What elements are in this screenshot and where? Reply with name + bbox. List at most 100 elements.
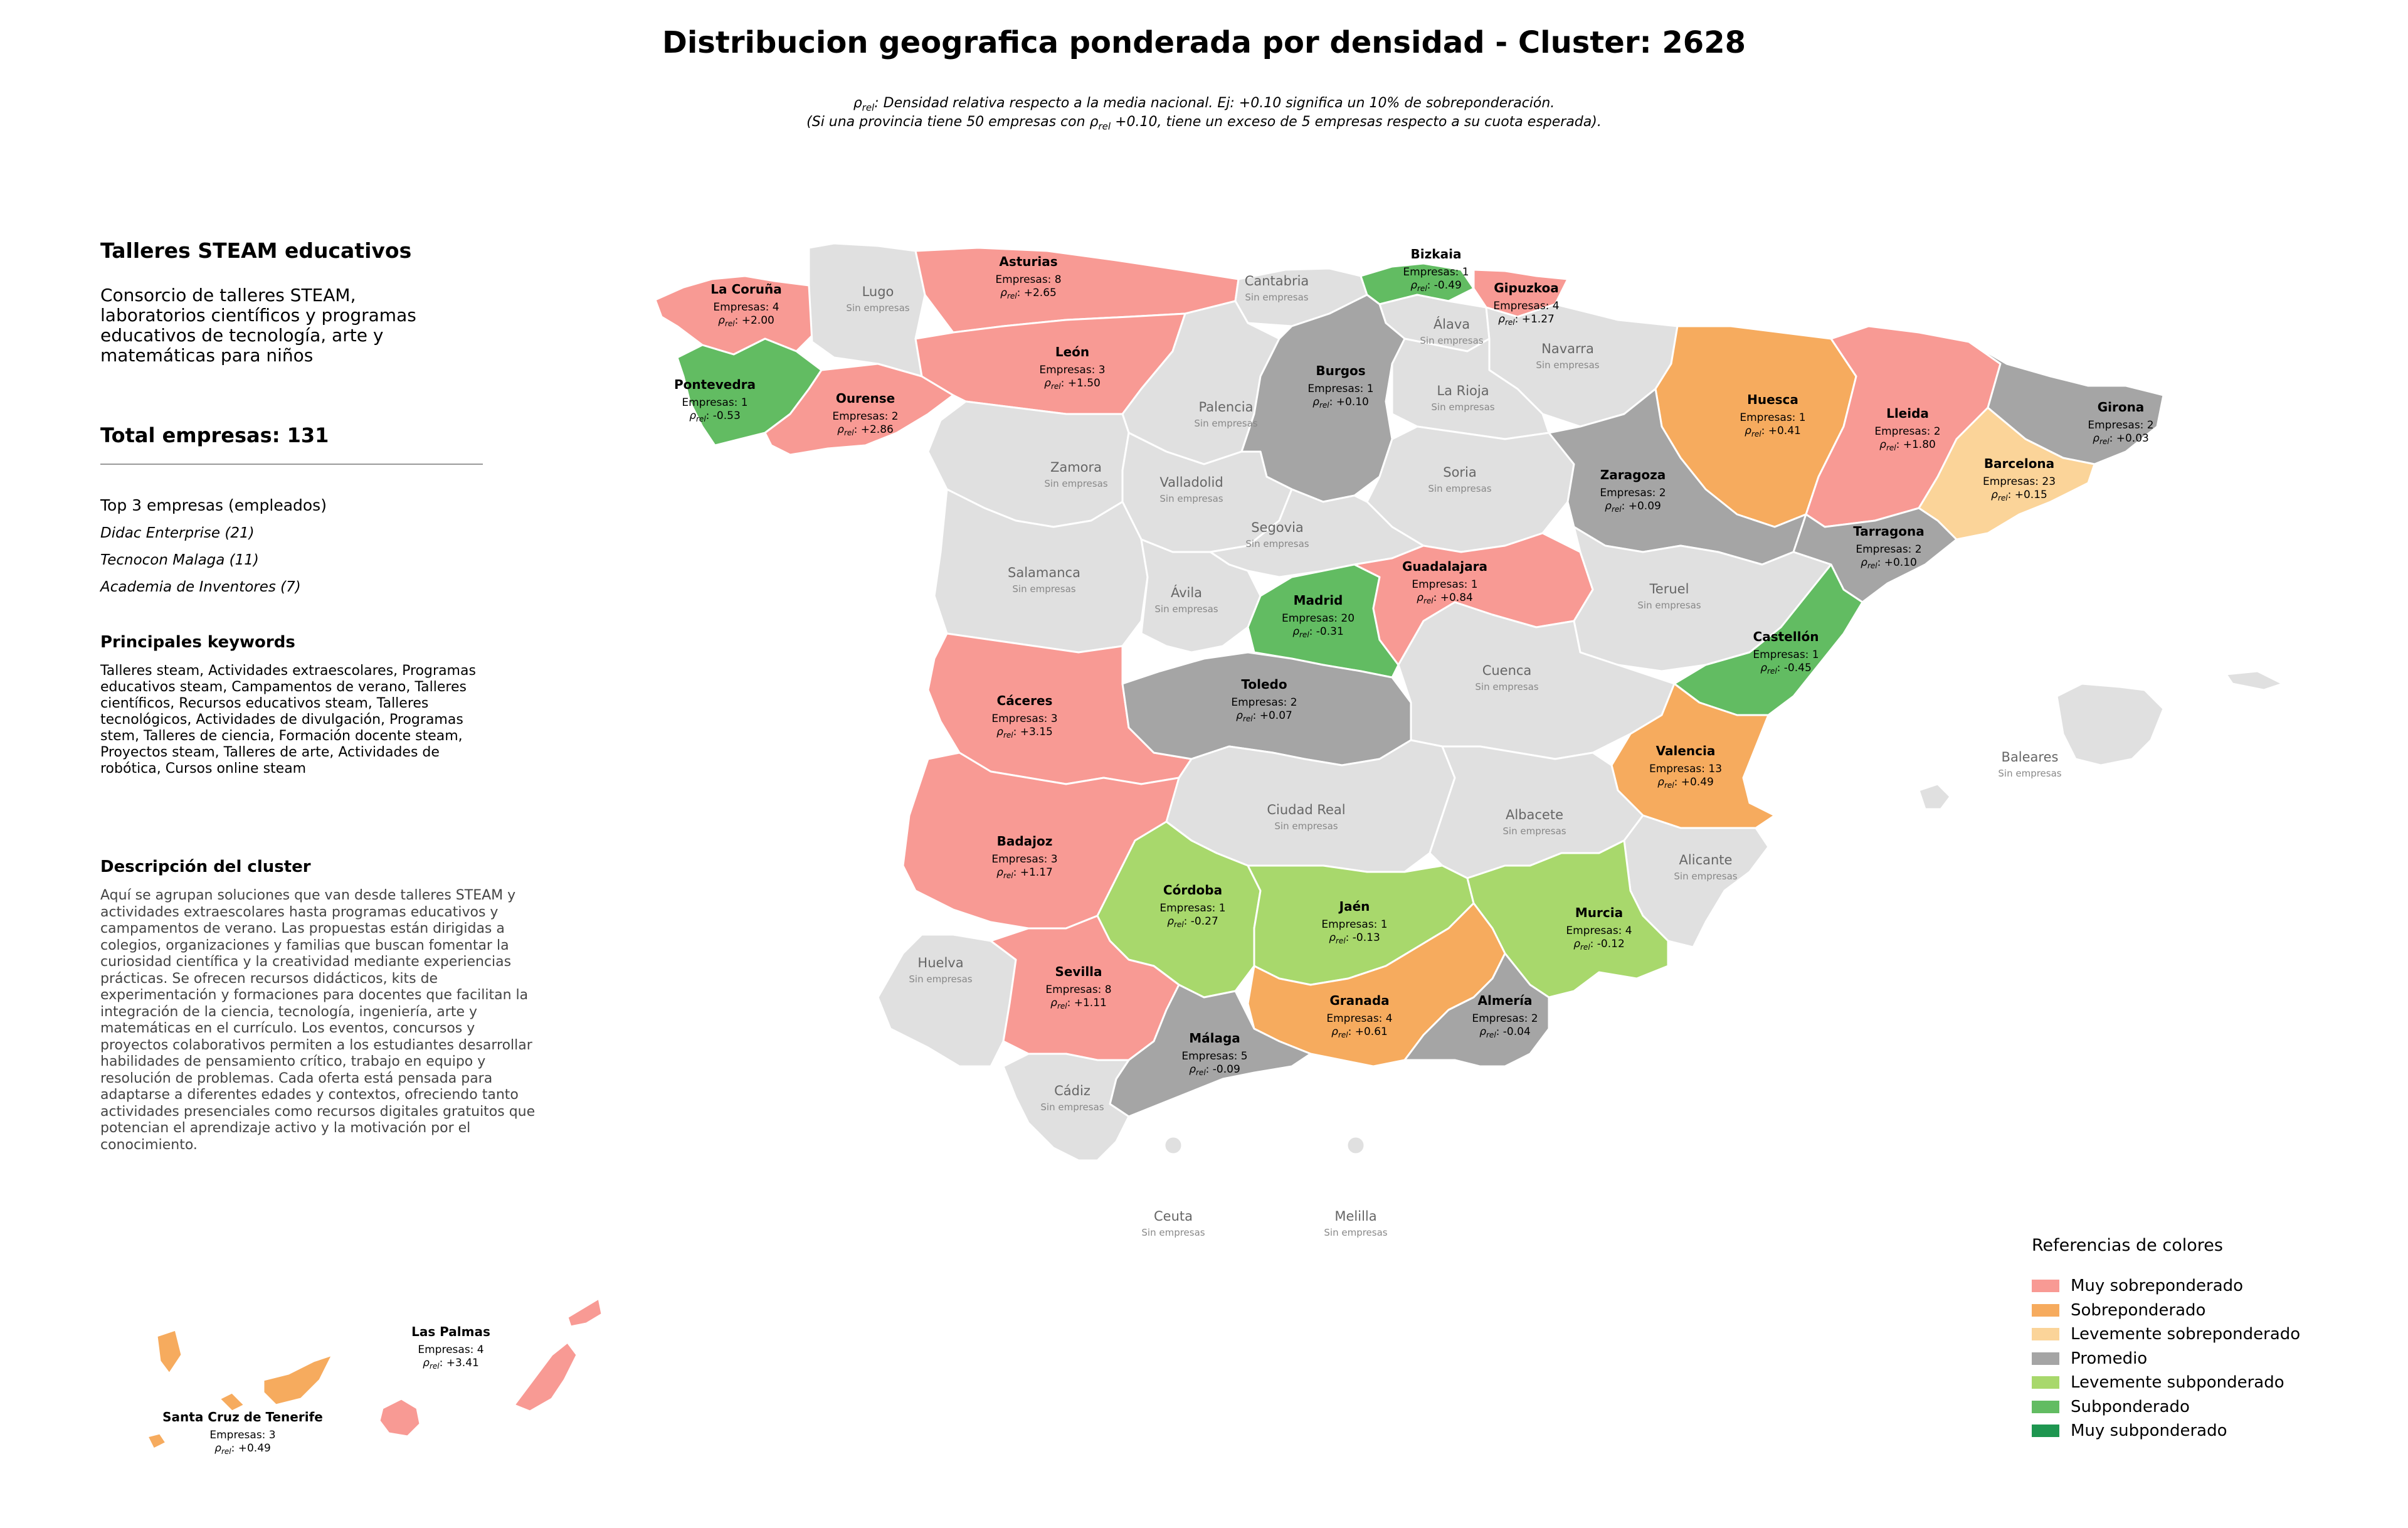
province-baleares-part1 [1918, 783, 1951, 810]
province-coruna [654, 275, 816, 356]
province-rho-valencia: ρrel: +0.49 [1657, 776, 1714, 790]
province-count-valencia: Empresas: 13 [1649, 763, 1722, 775]
province-rho-pontevedra: ρrel: -0.53 [689, 410, 741, 423]
legend-swatch [2032, 1280, 2059, 1293]
top-company-2: Tecnocon Malaga (11) [100, 552, 259, 568]
province-count-jaen: Empresas: 1 [1321, 918, 1387, 931]
province-name-asturias: Asturias [999, 254, 1057, 269]
legend-title: Referencias de colores [2032, 1236, 2223, 1255]
province-count-coruna: Empresas: 4 [713, 301, 779, 314]
province-rho-caceres: ρrel: +3.15 [996, 726, 1053, 740]
province-baleares [2056, 682, 2165, 767]
province-count-huesca: Empresas: 1 [1740, 411, 1805, 424]
legend-label: Sobreponderado [2071, 1300, 2206, 1320]
province-rho-ourense: ρrel: +2.86 [837, 423, 894, 437]
province-melilla [1346, 1135, 1366, 1155]
province-rho-granada: ρrel: +0.61 [1331, 1026, 1388, 1039]
subtitle-line-2: (Si una provincia tiene 50 empresas con … [0, 114, 2408, 132]
subtitle-text-2a: (Si una provincia tiene 50 empresas con [806, 114, 1090, 130]
province-name-salamanca: Salamanca [1008, 565, 1080, 580]
province-empty-albacete: Sin empresas [1502, 825, 1566, 837]
province-rho-bizkaia: ρrel: -0.49 [1410, 279, 1462, 293]
province-count-tenerife: Empresas: 3 [209, 1429, 275, 1441]
total-companies: Total empresas: 131 [100, 423, 329, 447]
rho-subscript: rel [1098, 120, 1111, 132]
legend-label: Levemente sobreponderado [2071, 1325, 2301, 1344]
province-empty-lugo: Sin empresas [846, 302, 909, 314]
province-rho-badajoz: ρrel: +1.17 [996, 866, 1053, 880]
legend-item: Subponderado [2032, 1395, 2345, 1419]
province-empty-cantabria: Sin empresas [1245, 292, 1308, 303]
province-name-ceuta: Ceuta [1154, 1209, 1193, 1224]
province-name-granada: Granada [1329, 993, 1389, 1008]
color-legend: Referencias de colores Muy sobreponderad… [2032, 1236, 2345, 1443]
province-rho-madrid: ρrel: -0.31 [1292, 625, 1344, 639]
province-rho-jaen: ρrel: -0.13 [1329, 931, 1380, 945]
province-empty-alicante: Sin empresas [1674, 871, 1737, 882]
legend-item: Promedio [2032, 1347, 2345, 1371]
top-companies-title: Top 3 empresas (empleados) [100, 496, 327, 514]
province-ceuta [1163, 1135, 1183, 1155]
province-name-zaragoza: Zaragoza [1600, 467, 1666, 482]
province-name-badajoz: Badajoz [997, 834, 1053, 849]
province-count-toledo: Empresas: 2 [1231, 696, 1297, 709]
legend-swatch [2032, 1425, 2059, 1438]
province-count-laspalmas: Empresas: 4 [418, 1344, 483, 1356]
province-name-cadiz: Cádiz [1054, 1083, 1090, 1098]
province-name-huesca: Huesca [1747, 392, 1798, 407]
province-name-cordoba: Córdoba [1163, 883, 1222, 898]
province-name-castellon: Castellón [1753, 629, 1819, 644]
province-count-ourense: Empresas: 2 [832, 410, 898, 423]
province-laspalmas-part2 [566, 1297, 603, 1328]
province-name-tenerife: Santa Cruz de Tenerife [162, 1409, 323, 1425]
province-name-pontevedra: Pontevedra [674, 377, 756, 392]
province-segovia [1209, 488, 1425, 578]
province-rho-murcia: ρrel: -0.12 [1573, 938, 1625, 952]
province-rho-barcelona: ρrel: +0.15 [1991, 489, 2047, 502]
province-count-granada: Empresas: 4 [1326, 1012, 1392, 1025]
province-name-navarra: Navarra [1541, 341, 1594, 356]
province-name-girona: Girona [2098, 400, 2145, 415]
province-count-badajoz: Empresas: 3 [991, 853, 1057, 866]
province-name-melilla: Melilla [1334, 1209, 1376, 1224]
province-empty-huelva: Sin empresas [909, 974, 972, 985]
province-empty-teruel: Sin empresas [1637, 600, 1701, 611]
province-count-lleida: Empresas: 2 [1874, 425, 1940, 438]
province-name-gipuzkoa: Gipuzkoa [1494, 280, 1558, 295]
province-name-albacete: Albacete [1506, 807, 1563, 822]
province-empty-segovia: Sin empresas [1245, 538, 1309, 549]
subtitle-line-1: ρrel: Densidad relativa respecto a la me… [0, 95, 2408, 113]
province-name-burgos: Burgos [1316, 363, 1365, 378]
province-rho-coruna: ρrel: +2.00 [718, 314, 774, 328]
province-name-valladolid: Valladolid [1159, 475, 1223, 490]
description-text: Aquí se agrupan soluciones que van desde… [100, 888, 536, 1153]
legend-item: Sobreponderado [2032, 1298, 2345, 1323]
province-larioja [1391, 337, 1550, 440]
divider [100, 464, 483, 465]
province-count-bizkaia: Empresas: 1 [1403, 266, 1469, 279]
province-empty-larioja: Sin empresas [1431, 401, 1494, 413]
province-empty-salamanca: Sin empresas [1012, 583, 1075, 595]
province-name-leon: León [1055, 344, 1089, 359]
province-rho-tenerife: ρrel: +0.49 [214, 1442, 271, 1456]
province-empty-alava: Sin empresas [1420, 335, 1483, 346]
legend-swatch [2032, 1352, 2059, 1365]
province-name-tarragona: Tarragona [1853, 524, 1925, 539]
province-count-barcelona: Empresas: 23 [1983, 475, 2056, 488]
province-count-murcia: Empresas: 4 [1566, 925, 1632, 937]
province-count-gipuzkoa: Empresas: 4 [1493, 300, 1559, 312]
province-rho-laspalmas: ρrel: +3.41 [423, 1357, 479, 1371]
province-empty-cadiz: Sin empresas [1040, 1101, 1104, 1113]
province-count-caceres: Empresas: 3 [991, 713, 1057, 725]
map-title: Distribucion geografica ponderada por de… [662, 25, 1746, 60]
province-name-coruna: La Coruña [710, 282, 781, 297]
keywords-title: Principales keywords [100, 633, 295, 652]
province-name-jaen: Jaén [1338, 899, 1370, 914]
province-name-laspalmas: Las Palmas [411, 1324, 490, 1339]
province-rho-tarragona: ρrel: +0.10 [1861, 556, 1917, 570]
province-rho-leon: ρrel: +1.50 [1044, 377, 1101, 391]
legend-label: Muy sobreponderado [2071, 1276, 2244, 1296]
province-name-segovia: Segovia [1251, 520, 1304, 535]
legend-label: Muy subponderado [2071, 1421, 2227, 1441]
province-empty-navarra: Sin empresas [1536, 359, 1599, 371]
